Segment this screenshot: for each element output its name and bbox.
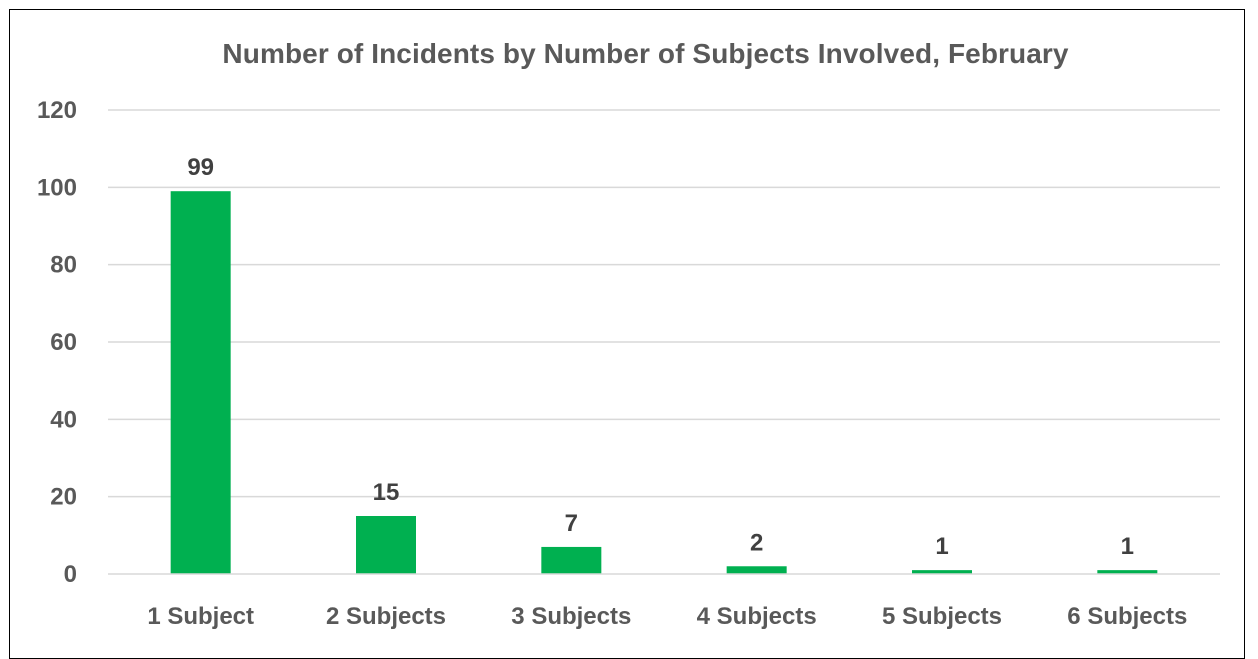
chart-title: Number of Incidents by Number of Subject… (222, 38, 1069, 69)
bar (726, 566, 787, 574)
x-tick-label: 6 Subjects (1067, 603, 1187, 630)
y-tick-label: 100 (37, 174, 77, 201)
data-label: 15 (373, 479, 400, 506)
data-labels: 99 15 7 2 1 1 (187, 154, 1134, 560)
x-tick-label: 3 Subjects (511, 603, 631, 630)
bar (541, 546, 602, 574)
x-axis-tick-labels: 1 Subject 2 Subjects 3 Subjects 4 Subjects 5… (147, 603, 1187, 630)
x-tick-label: 5 Subjects (882, 603, 1002, 630)
y-tick-label: 60 (50, 329, 77, 356)
bar (1097, 570, 1158, 574)
data-label: 2 (750, 529, 763, 556)
y-tick-label: 120 (37, 97, 77, 124)
bar (170, 191, 231, 574)
y-tick-label: 20 (50, 484, 77, 511)
data-label: 99 (187, 154, 214, 181)
x-tick-label: 2 Subjects (326, 603, 446, 630)
data-label: 1 (1121, 533, 1134, 560)
y-axis-tick-labels: 0 20 40 60 80 100 120 (37, 97, 77, 588)
bar (356, 516, 416, 574)
y-tick-label: 0 (64, 561, 77, 588)
x-tick-label: 1 Subject (147, 603, 254, 630)
bar (912, 570, 972, 574)
y-tick-label: 40 (50, 406, 77, 433)
x-tick-label: 4 Subjects (697, 603, 817, 630)
data-label: 7 (565, 510, 578, 537)
y-tick-label: 80 (50, 252, 77, 279)
data-label: 1 (935, 533, 948, 560)
bars (170, 191, 1158, 574)
gridlines (108, 109, 1220, 498)
